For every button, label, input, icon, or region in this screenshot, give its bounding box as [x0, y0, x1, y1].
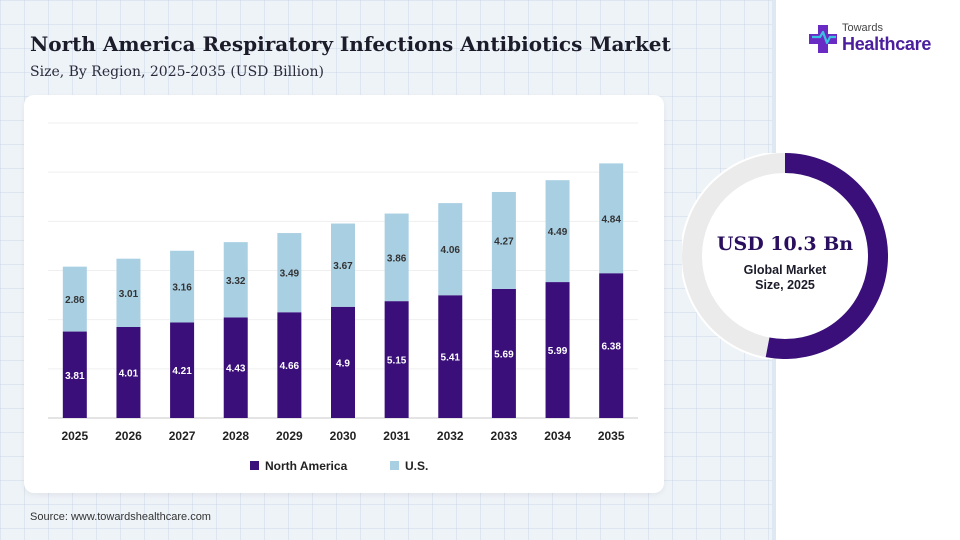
legend-label-north-america: North America	[265, 459, 348, 473]
x-tick-label: 2026	[115, 429, 142, 443]
donut-backdrop	[680, 151, 890, 361]
brand-logo: Towards Healthcare	[808, 20, 948, 60]
data-label: 4.06	[441, 245, 461, 256]
bar-us	[491, 191, 516, 289]
data-label: 3.49	[280, 269, 300, 280]
market-size-summary: USD 10.3 Bn Global Market Size, 2025	[680, 151, 890, 361]
bar-us	[116, 258, 141, 328]
data-label: 5.41	[441, 353, 461, 364]
data-label: 4.66	[280, 361, 300, 372]
bar-us	[170, 250, 195, 323]
legend-label-us: U.S.	[405, 459, 428, 473]
legend-swatch-us	[390, 461, 399, 470]
market-size-donut	[680, 151, 890, 361]
x-tick-label: 2034	[544, 429, 571, 443]
data-label: 3.01	[119, 289, 139, 300]
x-tick-label: 2028	[222, 429, 249, 443]
data-label: 3.86	[387, 253, 407, 264]
bar-us	[599, 163, 624, 274]
chart-subtitle: Size, By Region, 2025-2035 (USD Billion)	[30, 64, 324, 80]
medical-cross-icon	[809, 25, 837, 53]
x-tick-label: 2030	[330, 429, 357, 443]
bar-north-america	[170, 322, 195, 418]
bar-north-america	[599, 273, 624, 418]
x-tick-label: 2035	[598, 429, 625, 443]
legend-swatch-north-america	[250, 461, 259, 470]
chart-card: 3.81 2.86 2025 4.01 3.01 2026 4.21 3.16 2027 4.43…	[24, 95, 664, 493]
x-tick-label: 2033	[491, 429, 518, 443]
bar-north-america	[438, 295, 463, 418]
logo-text-bottom: Healthcare	[842, 34, 932, 54]
bar-north-america	[545, 282, 570, 418]
data-label: 3.32	[226, 276, 246, 287]
x-tick-label: 2025	[61, 429, 88, 443]
logo-text-top: Towards	[842, 22, 883, 34]
data-label: 3.16	[172, 283, 192, 294]
bar-us	[384, 213, 409, 302]
x-tick-label: 2032	[437, 429, 464, 443]
bar-north-america	[491, 288, 516, 418]
bar-us	[277, 233, 302, 313]
data-label: 3.81	[65, 371, 85, 382]
bar-north-america	[331, 306, 355, 418]
bar-north-america	[116, 327, 141, 418]
market-size-label: Global Market Size, 2025	[682, 263, 888, 293]
data-label: 6.38	[601, 342, 621, 353]
data-label: 4.21	[172, 366, 192, 377]
data-label: 4.84	[601, 214, 621, 225]
bar-north-america	[277, 312, 302, 418]
data-label: 4.27	[494, 236, 514, 247]
bar-us	[62, 266, 87, 332]
bar-us	[331, 223, 355, 307]
data-label: 4.49	[548, 227, 568, 238]
data-label: 4.9	[336, 358, 350, 369]
x-tick-label: 2031	[383, 429, 410, 443]
market-size-value: USD 10.3 Bn	[716, 233, 854, 255]
stacked-bar-chart: 3.81 2.86 2025 4.01 3.01 2026 4.21 3.16 2027 4.43…	[48, 122, 638, 473]
bar-us	[438, 203, 463, 296]
bar-us	[223, 242, 248, 318]
chart-title: North America Respiratory Infections Ant…	[30, 32, 671, 56]
data-label: 4.43	[226, 364, 246, 375]
data-label: 4.01	[119, 369, 139, 380]
data-label: 2.86	[65, 295, 85, 306]
source-note: Source: www.towardshealthcare.com	[30, 511, 211, 523]
bar-north-america	[223, 317, 248, 418]
market-size-label-line1: Global Market	[743, 263, 827, 277]
x-tick-label: 2027	[169, 429, 196, 443]
bar-north-america	[384, 301, 409, 418]
data-label: 5.99	[548, 346, 568, 357]
donut-arc	[765, 153, 888, 359]
bar-us	[545, 180, 570, 283]
bar-north-america	[62, 331, 87, 418]
x-tick-label: 2029	[276, 429, 303, 443]
data-label: 5.69	[494, 349, 514, 360]
data-label: 5.15	[387, 356, 407, 367]
market-size-label-line2: Size, 2025	[755, 278, 815, 292]
data-label: 3.67	[333, 261, 353, 272]
